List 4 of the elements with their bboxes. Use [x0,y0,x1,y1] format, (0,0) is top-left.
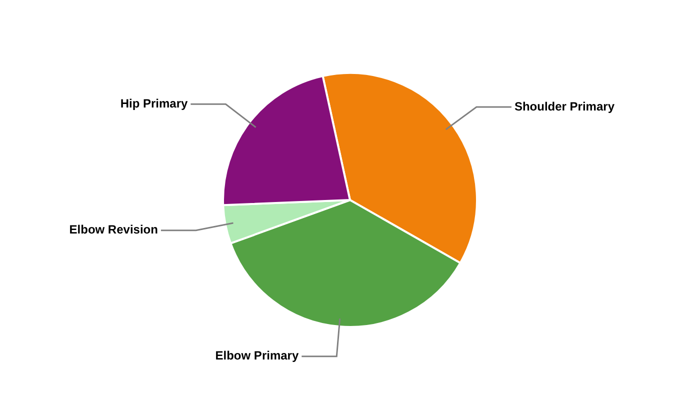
slice-label: Shoulder Primary [514,99,615,114]
slice-label: Hip Primary [120,96,188,110]
slice-label: Elbow Revision [69,222,158,237]
slice-label: Elbow Primary [215,348,299,363]
